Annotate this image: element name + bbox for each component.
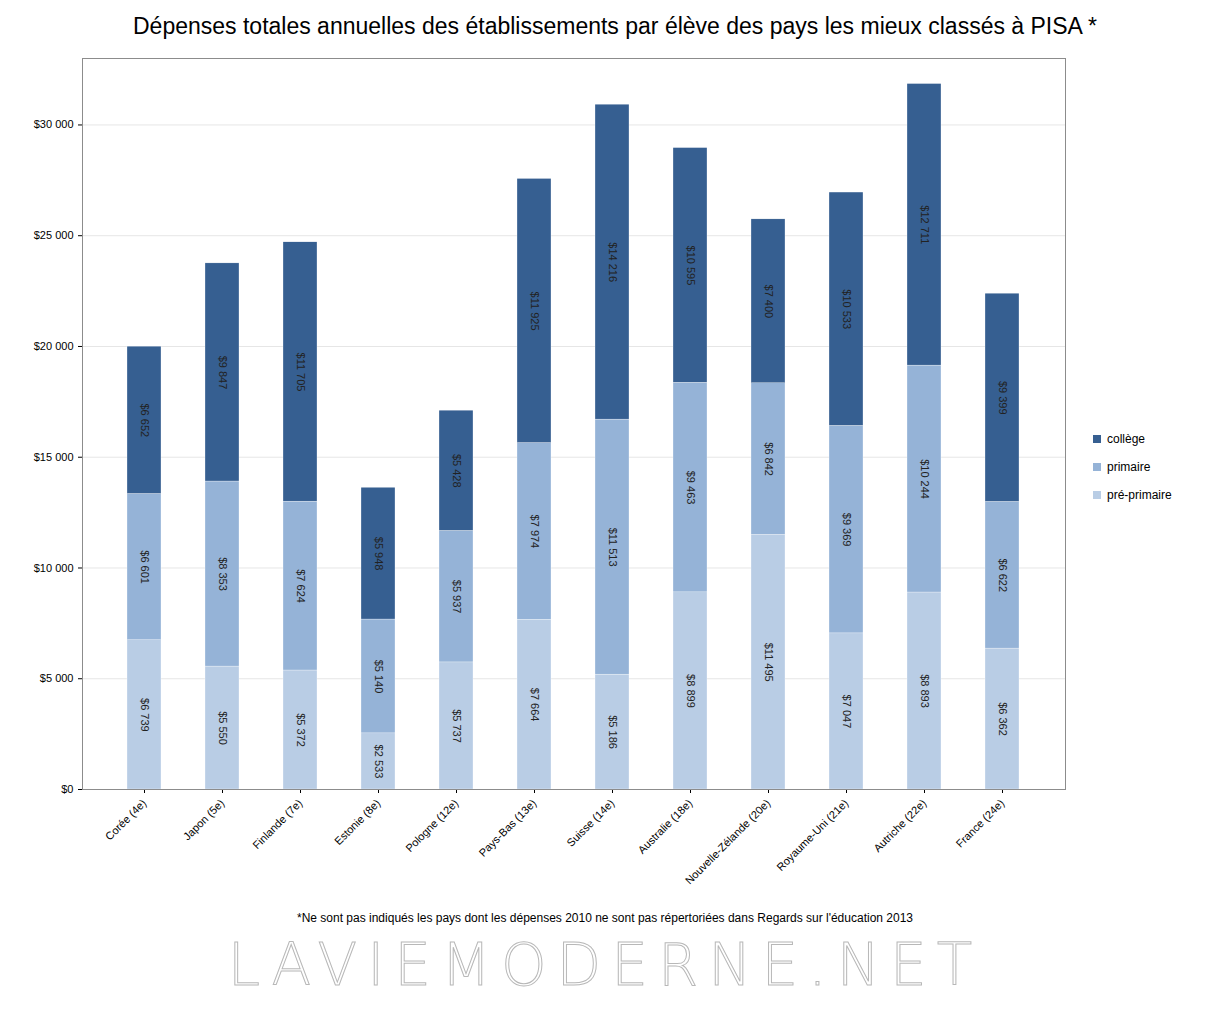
svg-text:$9 847: $9 847 [217,356,229,390]
svg-text:$6 622: $6 622 [997,558,1009,592]
svg-text:$10 533: $10 533 [841,289,853,329]
svg-text:$5 140: $5 140 [373,660,385,694]
svg-text:$10 244: $10 244 [919,459,931,499]
svg-text:Pays-Bas (13e): Pays-Bas (13e) [476,797,538,859]
svg-text:$11 705: $11 705 [295,353,307,392]
svg-text:$5 372: $5 372 [295,713,307,747]
svg-text:$7 624: $7 624 [295,569,307,603]
html-text:*Ne sont pas indiqués les pays: *Ne sont pas indiqués les pays dont les … [297,911,913,925]
html-text:primaire: primaire [1107,460,1151,474]
svg-text:Finlande (7e): Finlande (7e) [250,797,304,851]
svg-text:$8 353: $8 353 [217,557,229,591]
svg-text:$6 739: $6 739 [139,698,151,732]
svg-text:$9 463: $9 463 [685,471,697,505]
svg-text:Pologne (12e): Pologne (12e) [403,797,460,854]
svg-text:$7 664: $7 664 [529,688,541,722]
svg-text:$10 595: $10 595 [685,246,697,286]
svg-text:$7 400: $7 400 [763,285,775,319]
svg-text:$2 533: $2 533 [373,745,385,779]
svg-text:Royaume-Uni (21e): Royaume-Uni (21e) [774,797,850,873]
svg-text:$6 842: $6 842 [763,442,775,476]
svg-text:$7 047: $7 047 [841,695,853,729]
svg-text:$30 000: $30 000 [34,118,74,130]
svg-text:$5 000: $5 000 [40,672,74,684]
svg-text:$9 399: $9 399 [997,381,1009,415]
html-text:pré-primaire: pré-primaire [1107,488,1172,502]
svg-text:$11 513: $11 513 [607,528,619,567]
html-text:collège: collège [1107,432,1145,446]
svg-text:$5 937: $5 937 [451,580,463,614]
svg-text:$6 601: $6 601 [139,550,151,584]
svg-text:$5 948: $5 948 [373,537,385,571]
svg-text:$5 186: $5 186 [607,715,619,749]
svg-text:$15 000: $15 000 [34,451,74,463]
svg-text:Nouvelle-Zélande (20e): Nouvelle-Zélande (20e) [683,797,773,887]
svg-text:$12 711: $12 711 [919,205,931,244]
svg-text:Suisse (14e): Suisse (14e) [564,797,616,849]
svg-text:$8 893: $8 893 [919,674,931,708]
svg-text:Corée (4e): Corée (4e) [103,797,149,843]
svg-text:$14 216: $14 216 [607,242,619,282]
svg-text:$7 974: $7 974 [529,515,541,549]
svg-text:$11 495: $11 495 [763,643,775,682]
svg-text:$25 000: $25 000 [34,229,74,241]
svg-text:$6 652: $6 652 [139,403,151,437]
svg-text:$6 362: $6 362 [997,702,1009,736]
svg-text:$0: $0 [61,783,73,795]
svg-text:Autriche (22e): Autriche (22e) [871,797,928,854]
svg-text:$5 737: $5 737 [451,709,463,743]
svg-text:$10 000: $10 000 [34,562,74,574]
html-text:LAVIEMODERNE.NET: LAVIEMODERNE.NET [227,931,983,999]
svg-text:$9 369: $9 369 [841,513,853,547]
svg-text:$5 428: $5 428 [451,454,463,488]
svg-text:France (24e): France (24e) [953,797,1006,850]
svg-text:$20 000: $20 000 [34,340,74,352]
svg-text:Australie (18e): Australie (18e) [635,797,694,856]
svg-text:$11 925: $11 925 [529,292,541,331]
svg-text:$8 899: $8 899 [685,674,697,708]
svg-text:Estonie (8e): Estonie (8e) [332,797,382,847]
svg-text:Japon (5e): Japon (5e) [181,797,227,843]
html-text:Dépenses totales annuelles des: Dépenses totales annuelles des établisse… [133,13,1097,39]
svg-text:$5 550: $5 550 [217,711,229,745]
